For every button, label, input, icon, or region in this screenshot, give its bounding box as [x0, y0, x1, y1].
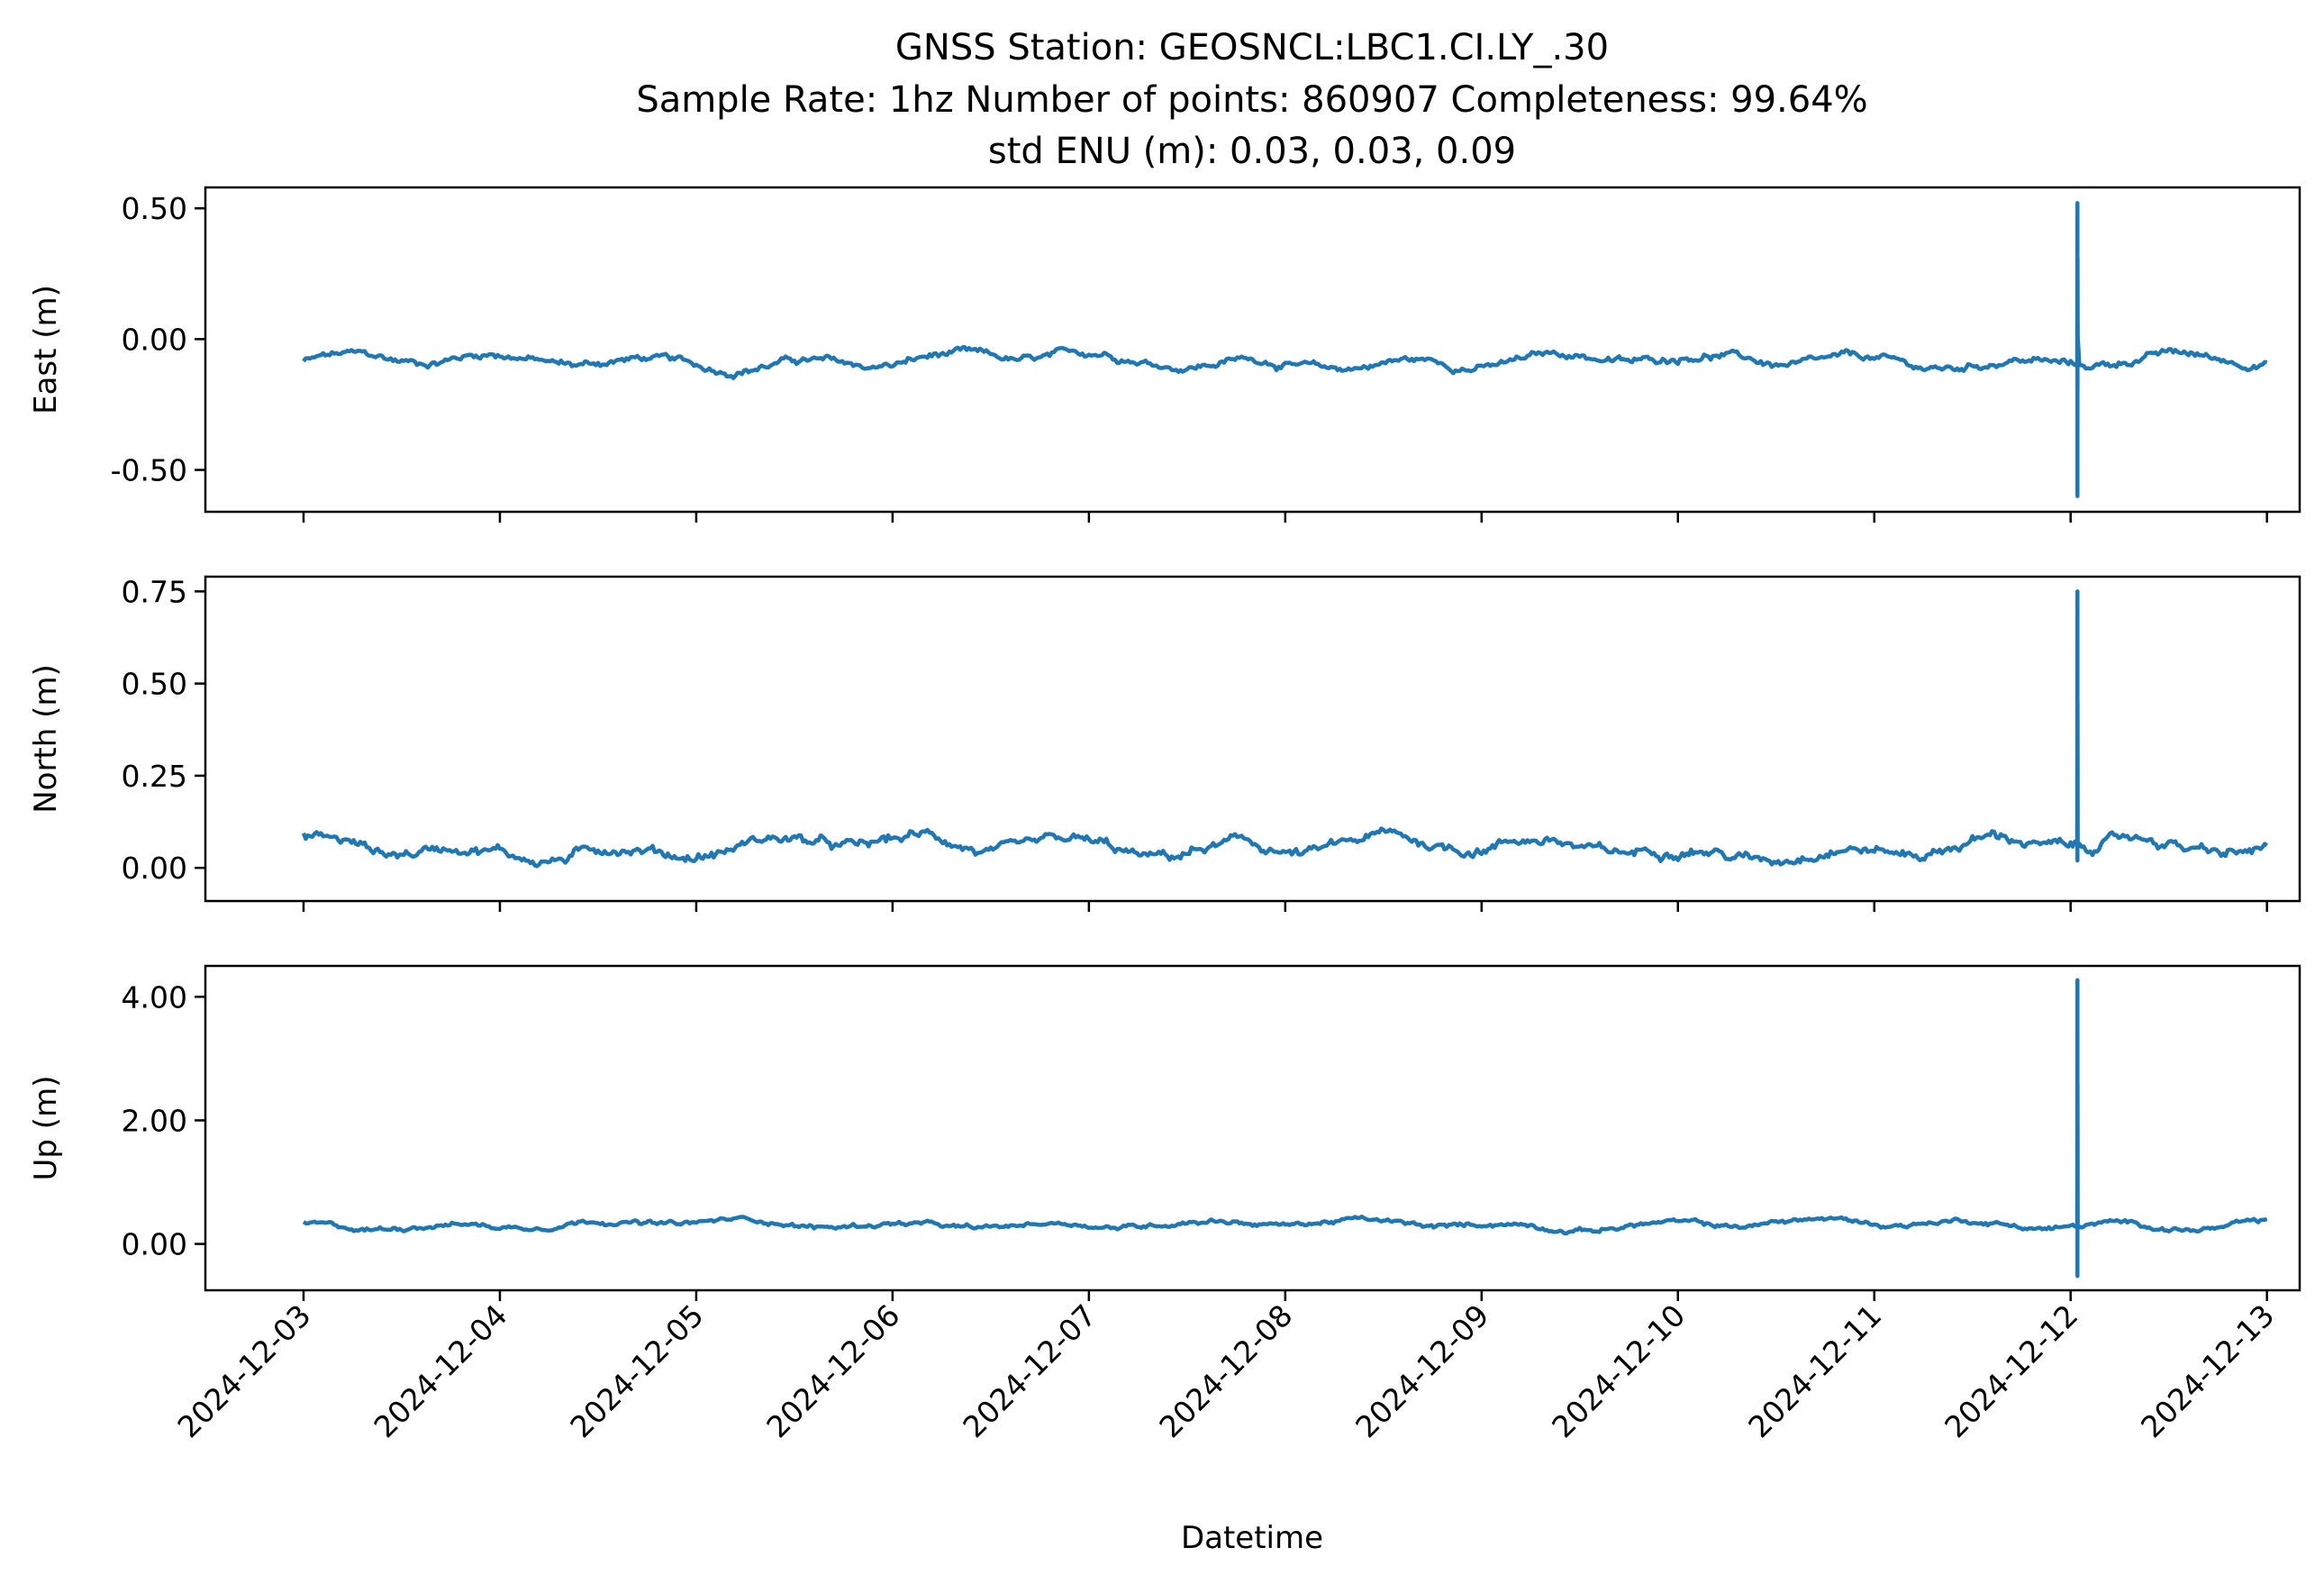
y-tick-label: -0.50: [111, 453, 187, 488]
panel-1: 0.50 0.00 -0.50 East (m): [28, 186, 2301, 523]
y-axis-label: Up (m): [28, 1076, 64, 1181]
y-tick-label: 0.25: [122, 759, 187, 794]
panel-3: 4.00 2.00 0.00 Up (m): [28, 964, 2301, 1301]
panel-frame: [204, 964, 2301, 1292]
y-tick-label: 0.00: [122, 1227, 187, 1262]
y-tick-label: 0.00: [122, 322, 187, 357]
y-tick-label: 0.75: [122, 574, 187, 609]
series-line: [301, 589, 2269, 869]
series-line: [302, 978, 2268, 1279]
y-tick-label: 0.50: [122, 191, 187, 226]
panel-frame: [204, 575, 2301, 903]
title-line-1: GNSS Station: GEOSNCL:LBC1.CI.LY_.30: [895, 27, 1609, 68]
y-axis-label: North (m): [28, 664, 64, 814]
panel-frame: [204, 186, 2301, 514]
panel-2: 0.75 0.50 0.25 0.00 North (m): [28, 574, 2301, 912]
y-axis-label: East (m): [28, 285, 64, 414]
series-line: [302, 201, 2268, 498]
y-tick-label: 0.50: [122, 667, 187, 702]
y-tick-label: 0.00: [122, 851, 187, 886]
title-line-3: std ENU (m): 0.03, 0.03, 0.09: [988, 131, 1516, 172]
y-tick-label: 4.00: [122, 979, 187, 1015]
title-line-2: Sample Rate: 1hz Number of points: 86090…: [636, 79, 1867, 121]
x-axis-label: Datetime: [1181, 1520, 1323, 1556]
y-tick-label: 2.00: [122, 1103, 187, 1138]
panels-group: 0.50 0.00 -0.50 East (m) 0.75 0.50 0.25 0.00 Nor…: [28, 186, 2301, 1301]
